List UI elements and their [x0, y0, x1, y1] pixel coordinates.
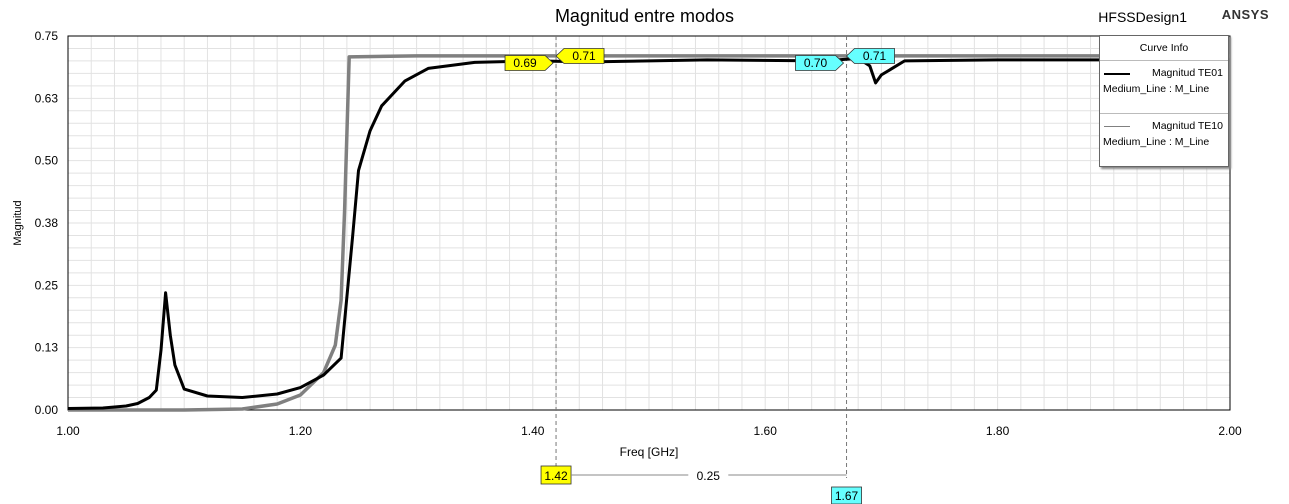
legend-title: Curve Info — [1100, 36, 1228, 61]
y-tick-label: 0.13 — [35, 341, 59, 355]
marker-c2-te10-flag — [845, 48, 895, 64]
tick-labels: 1.00 1.20 1.40 1.60 1.80 2.00 0.00 0.13 0.25 0.38… — [35, 29, 1242, 438]
marker-c1-te10-flag — [555, 48, 605, 64]
x-axis-label: Freq [GHz] — [620, 445, 679, 459]
x-tick-label: 1.60 — [754, 424, 778, 438]
legend-swatch-te01 — [1104, 73, 1130, 75]
legend-series-name: Magnitud TE10 — [1151, 120, 1223, 132]
legend-entry-te01[interactable]: Magnitud TE01 Medium_Line : M_Line — [1100, 61, 1228, 114]
y-tick-label: 0.25 — [35, 278, 59, 292]
x-tick-label: 1.80 — [986, 424, 1010, 438]
cursor1-x-label: 1.42 — [544, 469, 568, 483]
marker-labels: 0.69 0.71 0.70 0.71 1.42 1.67 0.25 — [504, 48, 895, 504]
legend-dataset: Medium_Line : M_Line — [1103, 83, 1210, 95]
delta-label: 0.25 — [697, 469, 721, 483]
plot-area — [67, 35, 1231, 411]
marker-c1-te01: 0.69 — [513, 56, 537, 70]
legend-entry-te10[interactable]: Magnitud TE10 Medium_Line : M_Line — [1100, 114, 1228, 166]
grid — [67, 35, 1231, 411]
x-tick-label: 1.20 — [289, 424, 313, 438]
y-tick-label: 0.75 — [35, 29, 59, 43]
ansys-logo: ANSYS — [1221, 7, 1269, 22]
y-axis-label: Magnitud — [12, 200, 24, 245]
y-tick-label: 0.00 — [35, 403, 59, 417]
cursor-lines — [555, 36, 848, 478]
y-tick-label: 0.63 — [35, 91, 59, 105]
marker-c2-te10: 0.71 — [863, 49, 887, 63]
y-tick-label: 0.38 — [35, 216, 59, 230]
legend-dataset: Medium_Line : M_Line — [1103, 136, 1210, 148]
chart-title: Magnitud entre modos — [554, 6, 735, 26]
x-tick-label: 2.00 — [1218, 424, 1242, 438]
design-name: HFSSDesign1 — [1098, 9, 1187, 25]
cursor2-x-label-box — [831, 486, 862, 504]
legend-series-name: Magnitud TE01 — [1151, 67, 1223, 79]
marker-c1-te01-flag — [504, 55, 554, 71]
delta-label-bg — [688, 467, 729, 483]
marker-c1-te10: 0.71 — [572, 49, 596, 63]
x-tick-label: 1.40 — [521, 424, 545, 438]
curve-info-legend[interactable]: Curve Info Magnitud TE01 Medium_Line : M… — [1099, 35, 1229, 167]
marker-c2-te01: 0.70 — [804, 56, 828, 70]
legend-swatch-te10 — [1104, 126, 1130, 127]
marker-c2-te01-flag — [795, 55, 845, 71]
series-line-te10 — [68, 54, 1230, 412]
x-tick-label: 1.00 — [56, 424, 80, 438]
cursor2-x-label: 1.67 — [835, 489, 859, 503]
y-tick-label: 0.50 — [35, 154, 59, 168]
